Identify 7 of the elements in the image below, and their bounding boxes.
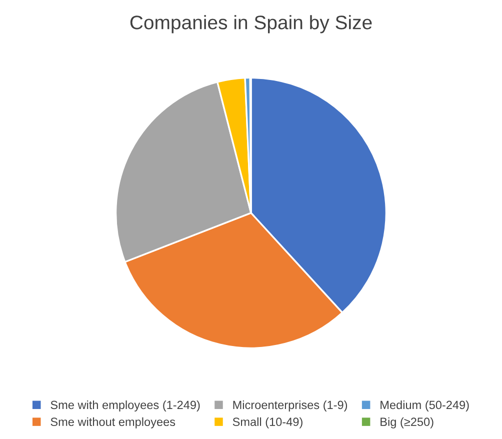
chart-title: Companies in Spain by Size [130,15,372,34]
legend-label: Microenterprises (1-9) [233,400,348,412]
legend-label: Sme without employees [50,417,176,428]
legend-label: Medium (50-249) [380,400,469,412]
legend-label: Big (≥250) [380,417,434,428]
legend-label: Small (10-49) [232,417,302,428]
legend-label: Sme with employees (1-249) [50,400,200,412]
